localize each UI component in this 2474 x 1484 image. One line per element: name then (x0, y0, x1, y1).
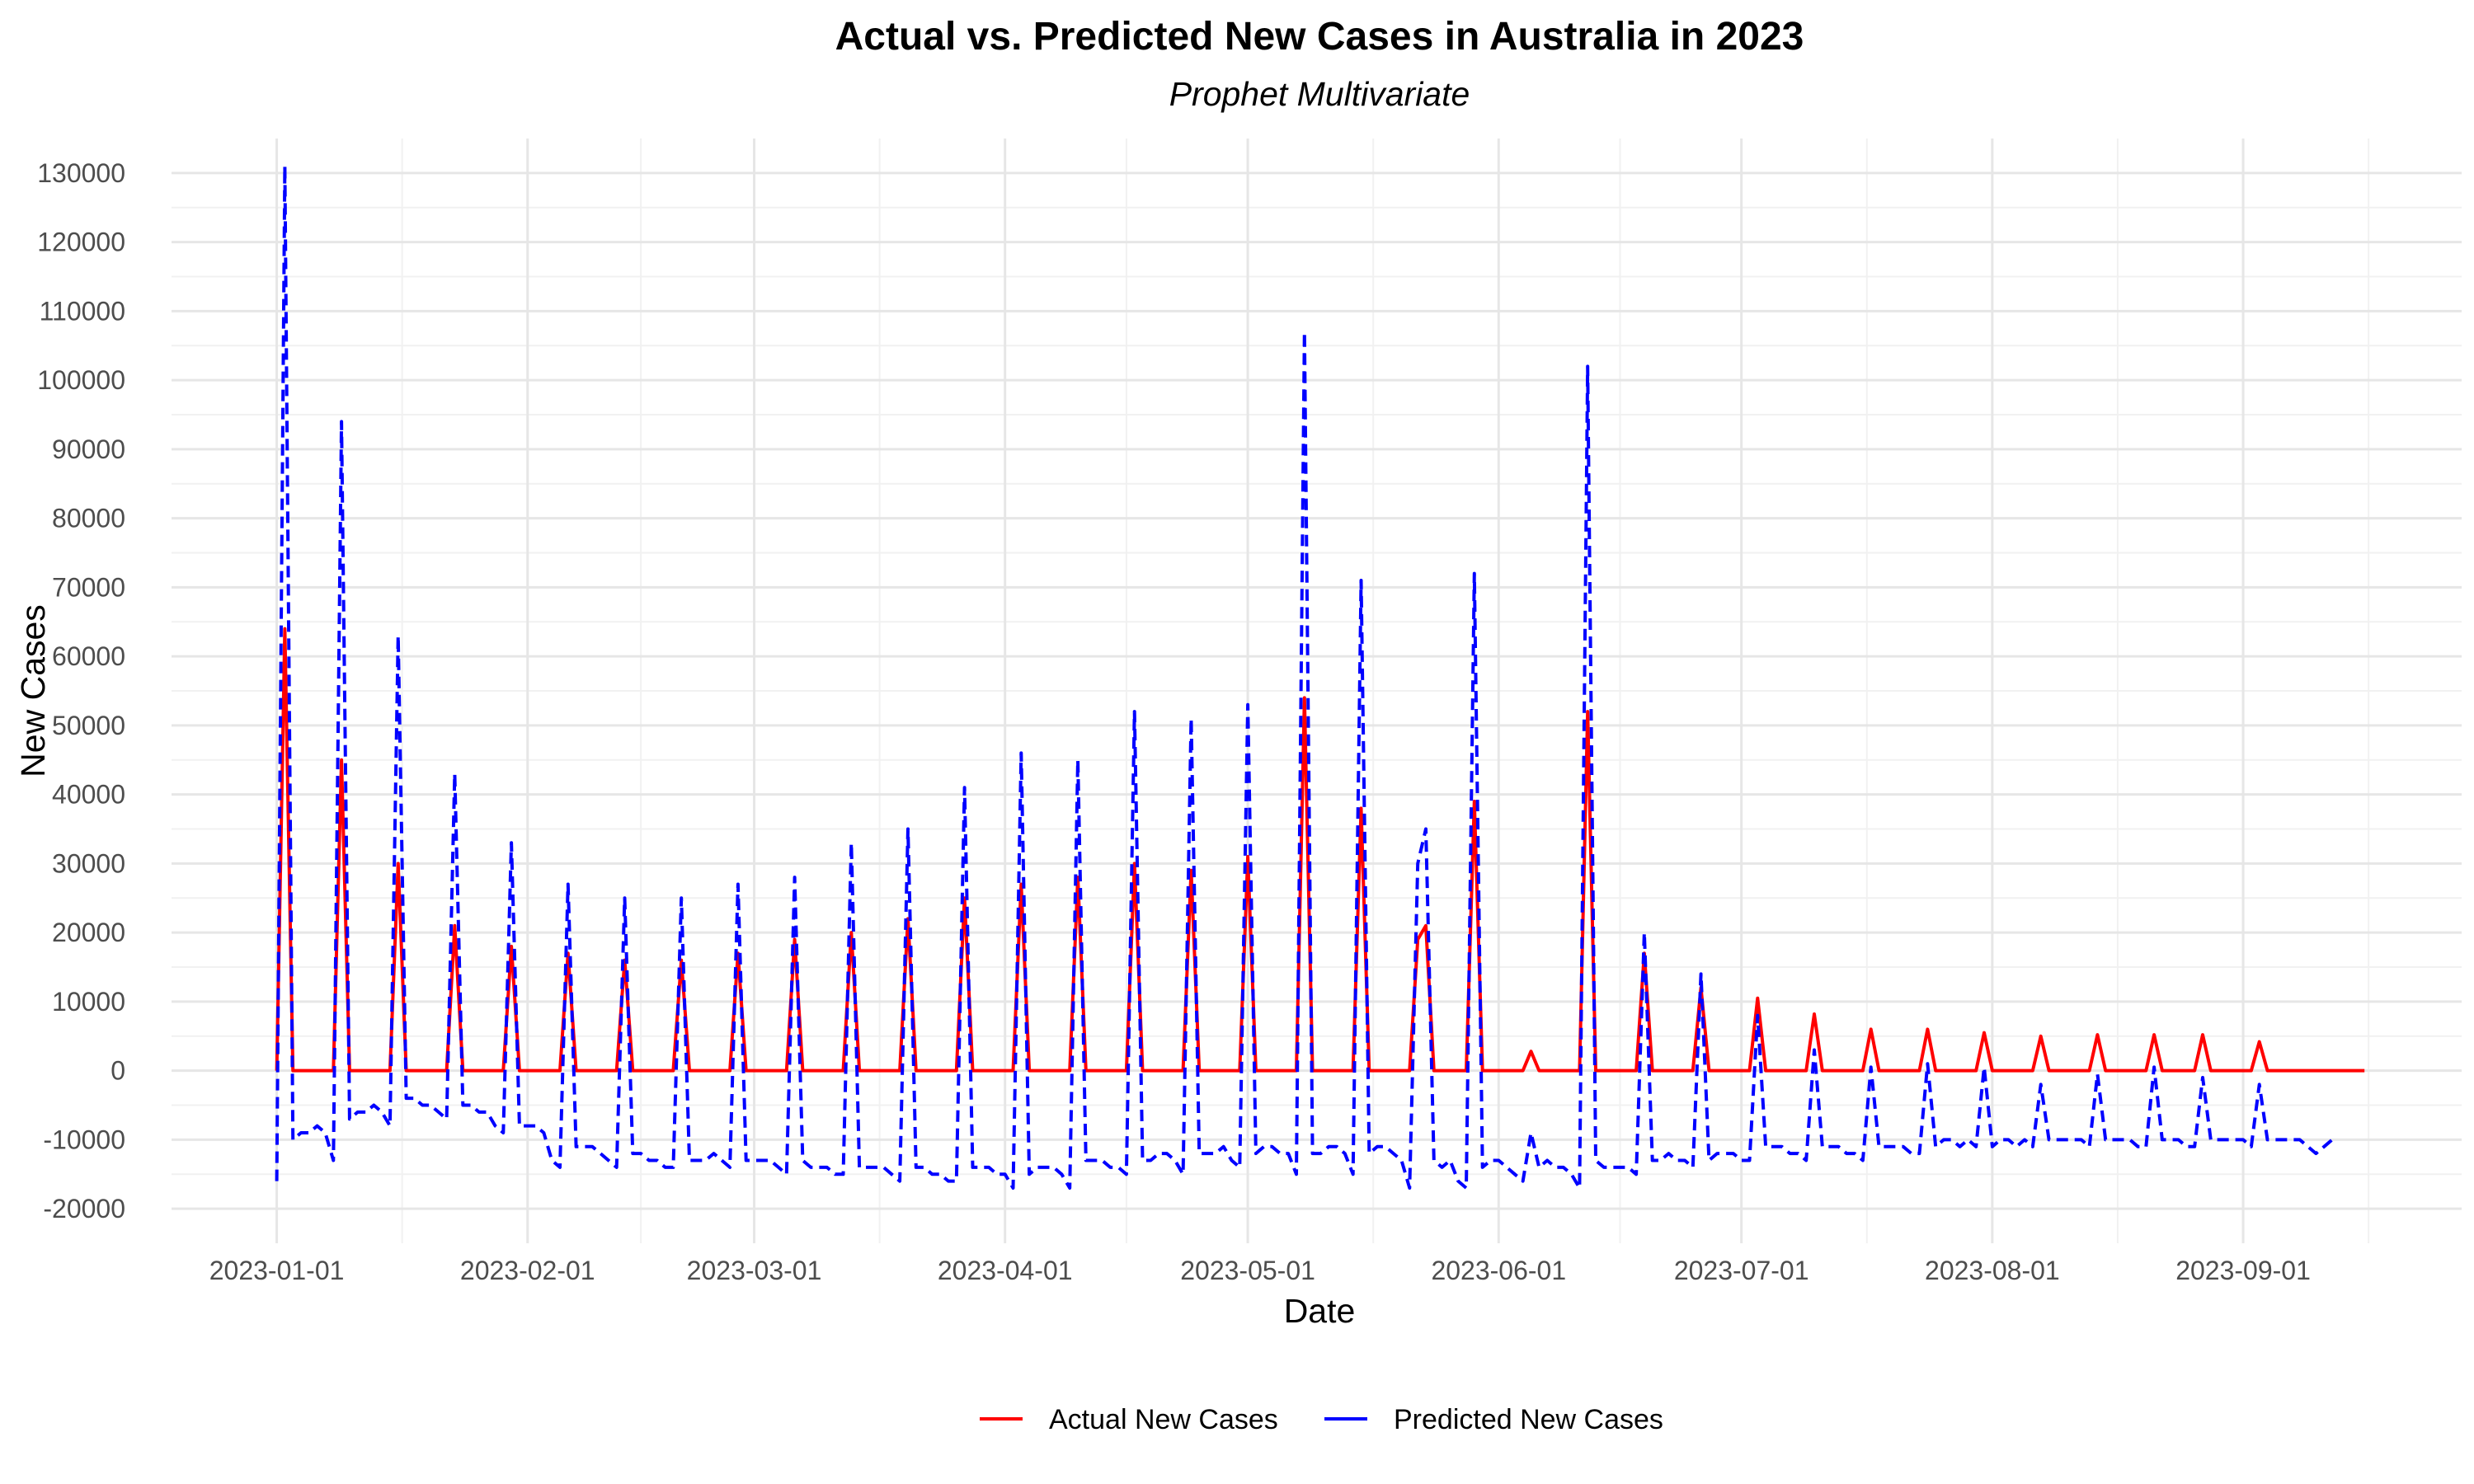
y-tick-label: 40000 (52, 780, 125, 810)
x-tick-label: 2023-04-01 (938, 1256, 1073, 1285)
y-tick-label: 0 (111, 1056, 125, 1086)
x-tick-label: 2023-05-01 (1180, 1256, 1315, 1285)
chart-title: Actual vs. Predicted New Cases in Austra… (835, 15, 1804, 59)
x-tick-label: 2023-09-01 (2175, 1256, 2311, 1285)
y-tick-label: -10000 (43, 1125, 125, 1154)
plot-area: -20000 -10000 0 10000 20000 30000 40000 50000 60… (37, 139, 2462, 1285)
legend-label-predicted: Predicted New Cases (1394, 1404, 1663, 1435)
series-line-actual (275, 627, 2365, 1073)
x-axis-ticks: 2023-01-01 2023-02-01 2023-03-01 2023-04-01… (209, 1256, 2311, 1285)
y-tick-label: 120000 (37, 228, 125, 257)
y-tick-label: 130000 (37, 158, 125, 188)
x-axis-title: Date (1284, 1292, 1356, 1330)
y-tick-label: 100000 (37, 365, 125, 395)
legend-label-actual: Actual New Cases (1049, 1404, 1278, 1435)
y-tick-label: 80000 (52, 504, 125, 533)
y-axis-ticks: -20000 -10000 0 10000 20000 30000 40000 50000 60… (37, 158, 125, 1223)
x-tick-label: 2023-03-01 (687, 1256, 822, 1285)
chart-subtitle: Prophet Multivariate (1169, 75, 1470, 113)
grid (172, 139, 2462, 1243)
x-tick-label: 2023-06-01 (1431, 1256, 1566, 1285)
x-tick-label: 2023-01-01 (209, 1256, 345, 1285)
y-tick-label: 10000 (52, 987, 125, 1017)
y-tick-label: 30000 (52, 848, 125, 878)
y-tick-label: 110000 (40, 296, 125, 326)
y-axis-title: New Cases (14, 604, 52, 777)
y-tick-label: 70000 (52, 572, 125, 602)
legend: Actual New Cases Predicted New Cases (980, 1404, 1663, 1435)
series-line-predicted (275, 164, 2334, 1190)
y-tick-label: 60000 (52, 641, 125, 671)
series-lines (275, 164, 2365, 1190)
y-tick-label: 50000 (52, 711, 125, 740)
x-tick-label: 2023-08-01 (1925, 1256, 2060, 1285)
y-tick-label: -20000 (43, 1194, 125, 1223)
x-tick-label: 2023-02-01 (460, 1256, 595, 1285)
x-tick-label: 2023-07-01 (1674, 1256, 1809, 1285)
y-tick-label: 90000 (52, 434, 125, 464)
y-tick-label: 20000 (52, 918, 125, 947)
